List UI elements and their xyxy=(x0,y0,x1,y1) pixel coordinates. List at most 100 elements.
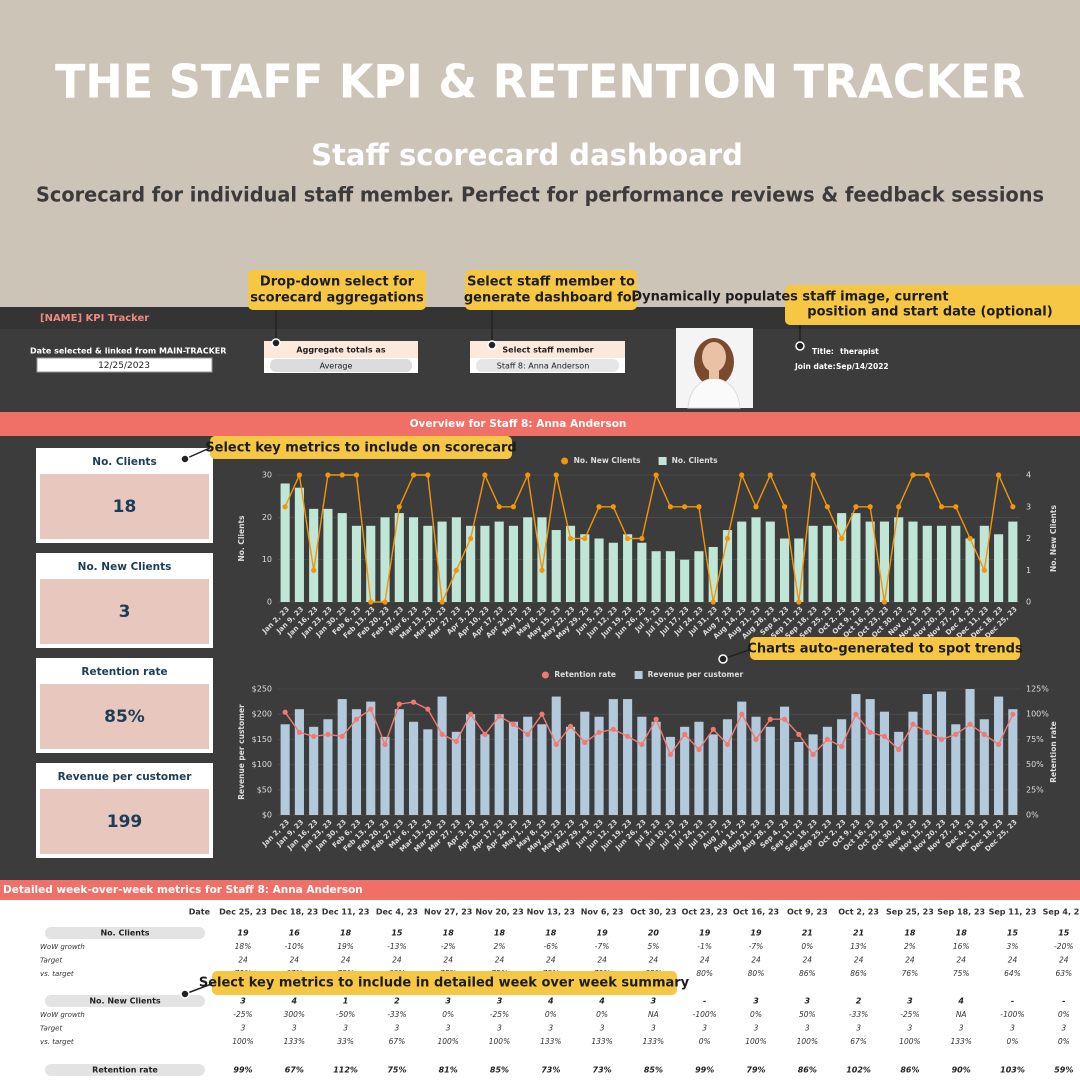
table-cell: 24 xyxy=(443,956,453,965)
axis-tick-label: 30 xyxy=(262,471,272,480)
table-cell: 76% xyxy=(902,969,919,978)
point xyxy=(296,472,303,478)
table-cell: -2% xyxy=(441,942,456,951)
staff-value: Staff 8: Anna Anderson xyxy=(497,362,590,371)
bar xyxy=(637,542,647,602)
point xyxy=(981,731,987,737)
point xyxy=(368,706,374,712)
y2-axis-title: No. New Clients xyxy=(1049,505,1058,572)
table-cell: 18 xyxy=(494,929,506,938)
table-cell: -6% xyxy=(543,942,558,951)
point xyxy=(739,711,745,717)
table-cell: 24 xyxy=(905,956,915,965)
table-cell: 80% xyxy=(696,969,713,978)
bar xyxy=(323,508,333,602)
bar xyxy=(865,699,875,815)
bar xyxy=(979,525,989,602)
metric-label-box xyxy=(45,1064,205,1076)
bar xyxy=(936,691,947,815)
card-value-box xyxy=(40,789,209,854)
staff-label: Select staff member xyxy=(502,346,593,355)
point xyxy=(710,599,716,605)
table-column-header: Oct 16, 23 xyxy=(733,908,779,917)
point xyxy=(953,504,959,510)
table-cell: 19 xyxy=(750,929,762,938)
bar xyxy=(323,719,333,815)
header-background xyxy=(0,0,1080,307)
table-cell: 85% xyxy=(644,1066,663,1075)
staff-dropdown[interactable] xyxy=(476,359,619,372)
point xyxy=(567,535,574,542)
point xyxy=(382,741,388,748)
callout: Select key metrics to include on scoreca… xyxy=(180,436,517,464)
point xyxy=(967,535,973,542)
bar xyxy=(665,551,675,602)
bar xyxy=(309,508,319,602)
table-cell: 24 xyxy=(341,956,351,965)
legend-label: Revenue per customer xyxy=(648,670,744,679)
point xyxy=(553,741,559,748)
table-cell: 3 xyxy=(856,1024,861,1033)
table-cell: 3 xyxy=(908,1024,913,1033)
page-title: THE STAFF KPI & RETENTION TRACKER xyxy=(55,55,1025,109)
bar xyxy=(965,689,975,815)
aggregate-dropdown[interactable] xyxy=(270,359,412,372)
point xyxy=(924,472,930,478)
table-cell: 3 xyxy=(240,997,246,1006)
bar xyxy=(1008,521,1018,602)
table-cell: 19 xyxy=(597,929,609,938)
table-column-header: Sep 4, 23 xyxy=(1043,908,1080,917)
point xyxy=(282,504,288,510)
join-label: Join date: xyxy=(794,362,836,371)
point xyxy=(781,504,788,510)
bar xyxy=(480,525,490,602)
table-cell: 24 xyxy=(290,956,300,965)
table-cell: 24 xyxy=(597,956,607,965)
table-cell: 100% xyxy=(437,1037,458,1046)
table-cell: 133% xyxy=(643,1037,664,1046)
point xyxy=(410,699,417,705)
date-value: 12/25/2023 xyxy=(98,361,150,371)
table-date-label: Date xyxy=(189,908,211,917)
table-cell: -20% xyxy=(1054,942,1073,951)
staff-photo xyxy=(676,328,753,409)
callout-text: Select key metrics to include on scoreca… xyxy=(205,441,516,456)
table-cell: 63% xyxy=(1055,969,1072,978)
overview-title: Overview for Staff 8: Anna Anderson xyxy=(410,418,627,430)
point xyxy=(482,472,488,478)
table-cell: 100% xyxy=(797,1037,818,1046)
bar xyxy=(337,699,347,815)
table-cell: 3 xyxy=(241,1024,246,1033)
bar xyxy=(751,517,761,602)
point xyxy=(596,504,602,510)
bar xyxy=(680,726,690,815)
table-cell: 24 xyxy=(956,956,966,965)
bar xyxy=(951,724,961,815)
table-cell: 15 xyxy=(1007,929,1019,938)
callout-text: Select staff member to xyxy=(467,275,635,290)
callout-text: Drop-down select for xyxy=(260,275,415,290)
table-cell: 0% xyxy=(596,1010,608,1019)
point xyxy=(582,535,588,542)
table-cell: 3 xyxy=(753,997,759,1006)
table-cell: 3 xyxy=(446,1024,451,1033)
point xyxy=(610,504,616,510)
point xyxy=(824,504,830,510)
card-label: Retention rate xyxy=(81,666,167,678)
bar xyxy=(466,525,476,602)
table-cell: 99% xyxy=(695,1066,714,1075)
bar xyxy=(366,701,376,815)
row-label: Target xyxy=(40,1025,62,1033)
title-value: therapist xyxy=(840,347,879,356)
point xyxy=(382,599,388,605)
table-cell: 3 xyxy=(651,1024,656,1033)
table-cell: 100% xyxy=(489,1037,510,1046)
table-cell: 79% xyxy=(746,1066,765,1075)
bar xyxy=(294,487,304,602)
point xyxy=(910,721,916,727)
bar xyxy=(580,711,590,815)
table-column-header: Sep 25, 23 xyxy=(886,908,934,917)
bar xyxy=(779,706,790,815)
point xyxy=(781,716,788,722)
card-label: No. New Clients xyxy=(78,561,172,573)
